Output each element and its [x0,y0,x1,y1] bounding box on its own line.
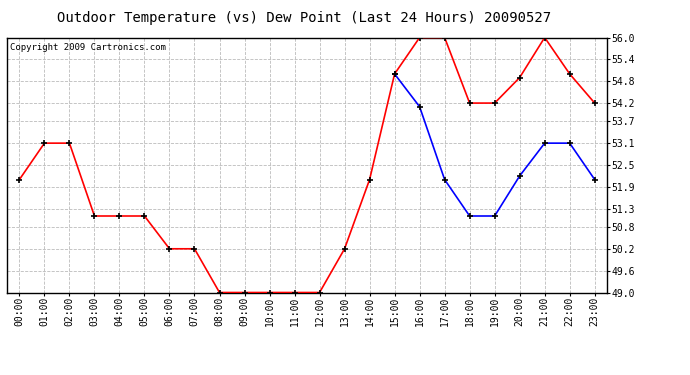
Text: Outdoor Temperature (vs) Dew Point (Last 24 Hours) 20090527: Outdoor Temperature (vs) Dew Point (Last… [57,11,551,25]
Text: Copyright 2009 Cartronics.com: Copyright 2009 Cartronics.com [10,43,166,52]
